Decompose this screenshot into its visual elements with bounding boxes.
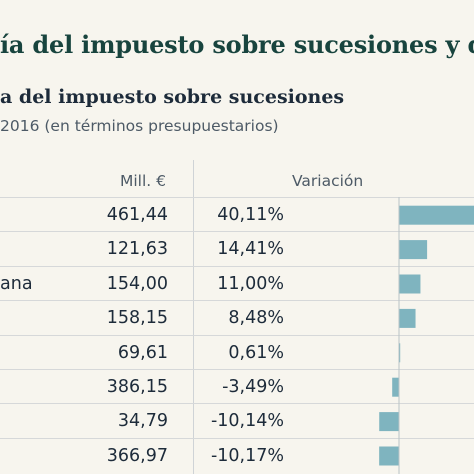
row-divider: [0, 231, 474, 233]
row-mill-value: 121,63: [106, 239, 168, 260]
row-variation-value: 11,00%: [217, 273, 284, 294]
column-divider: [193, 160, 194, 474]
row-variation-value: 14,41%: [217, 239, 284, 260]
table-row: 366,97 -10,17%: [0, 437, 474, 472]
row-name: ana: [0, 273, 33, 294]
table-row: 461,44 40,11%: [0, 197, 474, 231]
row-mill-value: 158,15: [106, 308, 168, 329]
table-row: 34,79 -10,14%: [0, 403, 474, 437]
row-mill-value: 386,15: [106, 377, 168, 397]
row-divider: [0, 369, 474, 370]
row-divider: [0, 265, 474, 267]
table-row: 69,61 0,61%: [0, 334, 474, 369]
column-header-mill: Mill. €: [119, 172, 166, 190]
row-divider: [0, 437, 474, 439]
row-divider: [0, 403, 474, 405]
row-variation-value: 40,11%: [217, 205, 284, 225]
row-variation-value: 8,48%: [228, 308, 284, 329]
row-divider: [0, 300, 474, 302]
row-divider: [0, 197, 474, 198]
row-variation-value: 0,61%: [228, 342, 284, 363]
chart-title: ía del impuesto sobre sucesiones y do: [0, 30, 474, 59]
row-mill-value: 461,44: [106, 205, 168, 225]
row-mill-value: 154,00: [106, 273, 168, 294]
row-divider: [0, 334, 474, 336]
row-mill-value: 34,79: [117, 411, 168, 432]
row-variation-value: -3,49%: [222, 377, 284, 397]
row-variation-value: -10,14%: [210, 411, 284, 432]
row-variation-value: -10,17%: [210, 445, 284, 466]
column-header-variation: Variación: [292, 172, 364, 190]
row-mill-value: 366,97: [106, 445, 168, 466]
table-row: ana 154,00 11,00%: [0, 265, 474, 300]
chart-period: 2016 (en términos presupuestarios): [0, 117, 279, 135]
table-row: 386,15 -3,49%: [0, 369, 474, 403]
table-row: 121,63 14,41%: [0, 231, 474, 265]
row-mill-value: 69,61: [117, 342, 168, 363]
table-row: 158,15 8,48%: [0, 300, 474, 334]
chart-subtitle: a del impuesto sobre sucesiones: [0, 86, 345, 108]
